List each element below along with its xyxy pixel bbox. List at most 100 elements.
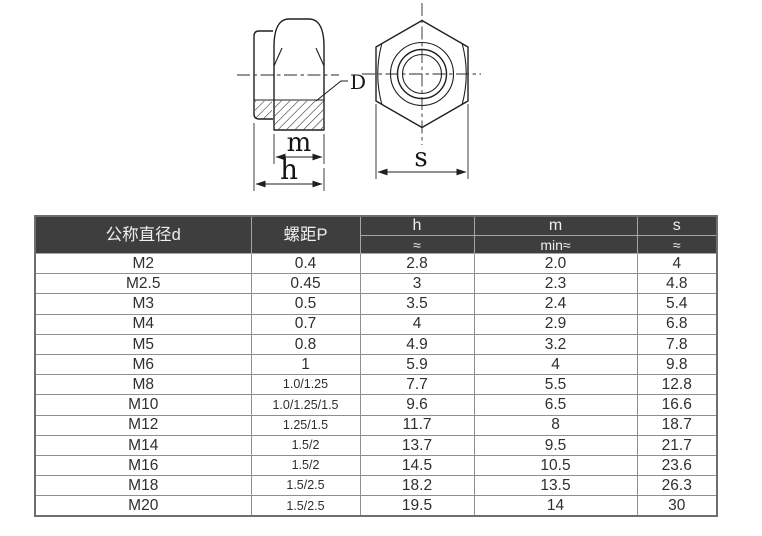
cell-m: 6.5 (473, 394, 638, 416)
cell-d: M12 (34, 414, 252, 436)
table-row: M20 1.5/2.5 19.5 14 30 (34, 495, 718, 517)
cell-s: 26.3 (636, 475, 718, 497)
cell-p: 1.5/2.5 (250, 495, 361, 517)
cell-h: 13.7 (359, 434, 475, 456)
header-nominal-diameter: 公称直径d (34, 215, 252, 254)
cell-s: 16.6 (636, 394, 718, 416)
nut-technical-drawing: D m h s (237, 3, 481, 191)
header-m-min: min≈ (473, 235, 638, 254)
front-view: s (362, 3, 481, 179)
header-h: h (359, 215, 475, 236)
hatch-collar (255, 101, 272, 119)
header-pitch: 螺距P (250, 215, 361, 254)
cell-d: M2 (34, 252, 252, 275)
cell-m: 4 (473, 353, 638, 376)
table-row: M12 1.25/1.5 11.7 8 18.7 (34, 414, 718, 436)
hatch-body (274, 100, 324, 130)
cell-p: 1.25/1.5 (250, 414, 361, 436)
nut-body-outline (273, 18, 325, 131)
cell-h: 11.7 (359, 414, 475, 436)
cell-m: 2.9 (473, 313, 638, 335)
cell-d: M20 (34, 495, 252, 517)
hex-chamfer-arc-left (377, 42, 383, 106)
label-d: D (350, 70, 366, 94)
cell-p: 1.0/1.25 (250, 374, 361, 396)
cell-d: M2.5 (34, 273, 252, 295)
cell-s: 23.6 (636, 454, 718, 477)
cell-p: 1.5/2.5 (250, 475, 361, 497)
cell-p: 0.4 (250, 252, 361, 275)
cell-h: 14.5 (359, 454, 475, 477)
header-row-main: 公称直径d 螺距P h m s (34, 215, 718, 254)
cell-s: 5.4 (636, 293, 718, 315)
cell-m: 3.2 (473, 333, 638, 355)
cell-h: 9.6 (359, 394, 475, 416)
cell-h: 19.5 (359, 495, 475, 517)
spec-table-header: 公称直径d 螺距P h m s ≈ min≈ ≈ (34, 215, 718, 254)
cell-s: 30 (636, 495, 718, 517)
chamfer-line-left (273, 47, 283, 67)
cell-h: 3 (359, 273, 475, 295)
cell-p: 1.5/2 (250, 434, 361, 456)
cell-s: 21.7 (636, 434, 718, 456)
cell-m: 2.0 (473, 252, 638, 275)
cell-d: M4 (34, 313, 252, 335)
cell-m: 8 (473, 414, 638, 436)
dimension-spec-table: 公称直径d 螺距P h m s ≈ min≈ ≈ M2 0.4 2.8 2.0 4 M2.… (34, 215, 718, 518)
cell-s: 12.8 (636, 374, 718, 396)
cell-m: 14 (473, 495, 638, 517)
cell-h: 2.8 (359, 252, 475, 275)
cell-m: 5.5 (473, 374, 638, 396)
cell-d: M10 (34, 394, 252, 416)
cell-s: 18.7 (636, 414, 718, 436)
table-row: M3 0.5 3.5 2.4 5.4 (34, 293, 718, 315)
cell-s: 9.8 (636, 353, 718, 376)
table-row: M14 1.5/2 13.7 9.5 21.7 (34, 434, 718, 456)
cell-d: M3 (34, 293, 252, 315)
cell-p: 0.8 (250, 333, 361, 355)
header-m: m (473, 215, 638, 236)
cell-m: 10.5 (473, 454, 638, 477)
cell-d: M14 (34, 434, 252, 456)
table-row: M10 1.0/1.25/1.5 9.6 6.5 16.6 (34, 394, 718, 416)
cell-p: 0.45 (250, 273, 361, 295)
table-row: M5 0.8 4.9 3.2 7.8 (34, 333, 718, 355)
table-row: M16 1.5/2 14.5 10.5 23.6 (34, 454, 718, 477)
label-m: m (287, 128, 312, 158)
cell-s: 7.8 (636, 333, 718, 355)
cell-h: 5.9 (359, 353, 475, 376)
table-row: M18 1.5/2.5 18.2 13.5 26.3 (34, 475, 718, 497)
cell-h: 3.5 (359, 293, 475, 315)
cell-d: M6 (34, 353, 252, 376)
cell-m: 2.4 (473, 293, 638, 315)
label-s: s (414, 143, 427, 173)
header-s-approx: ≈ (636, 235, 718, 254)
cell-s: 4 (636, 252, 718, 275)
cell-s: 6.8 (636, 313, 718, 335)
cell-h: 4.9 (359, 333, 475, 355)
table-row: M8 1.0/1.25 7.7 5.5 12.8 (34, 374, 718, 396)
header-h-approx: ≈ (359, 235, 475, 254)
header-s: s (636, 215, 718, 236)
table-row: M4 0.7 4 2.9 6.8 (34, 313, 718, 335)
cell-h: 18.2 (359, 475, 475, 497)
cell-m: 13.5 (473, 475, 638, 497)
cell-p: 1.5/2 (250, 454, 361, 477)
cell-p: 1 (250, 353, 361, 376)
cell-s: 4.8 (636, 273, 718, 295)
table-row: M2 0.4 2.8 2.0 4 (34, 252, 718, 275)
cell-d: M5 (34, 333, 252, 355)
label-h: h (280, 153, 298, 186)
section-view: D m h (237, 18, 366, 191)
chamfer-line-right (315, 47, 325, 67)
spec-table-body: M2 0.4 2.8 2.0 4 M2.5 0.45 3 2.3 4.8 M3 0.5 3.5 2.4 5.… (34, 252, 718, 517)
cell-p: 0.5 (250, 293, 361, 315)
cell-p: 1.0/1.25/1.5 (250, 394, 361, 416)
cell-d: M18 (34, 475, 252, 497)
cell-d: M16 (34, 454, 252, 477)
cell-d: M8 (34, 374, 252, 396)
cell-m: 9.5 (473, 434, 638, 456)
cell-h: 4 (359, 313, 475, 335)
cell-m: 2.3 (473, 273, 638, 295)
table-row: M2.5 0.45 3 2.3 4.8 (34, 273, 718, 295)
